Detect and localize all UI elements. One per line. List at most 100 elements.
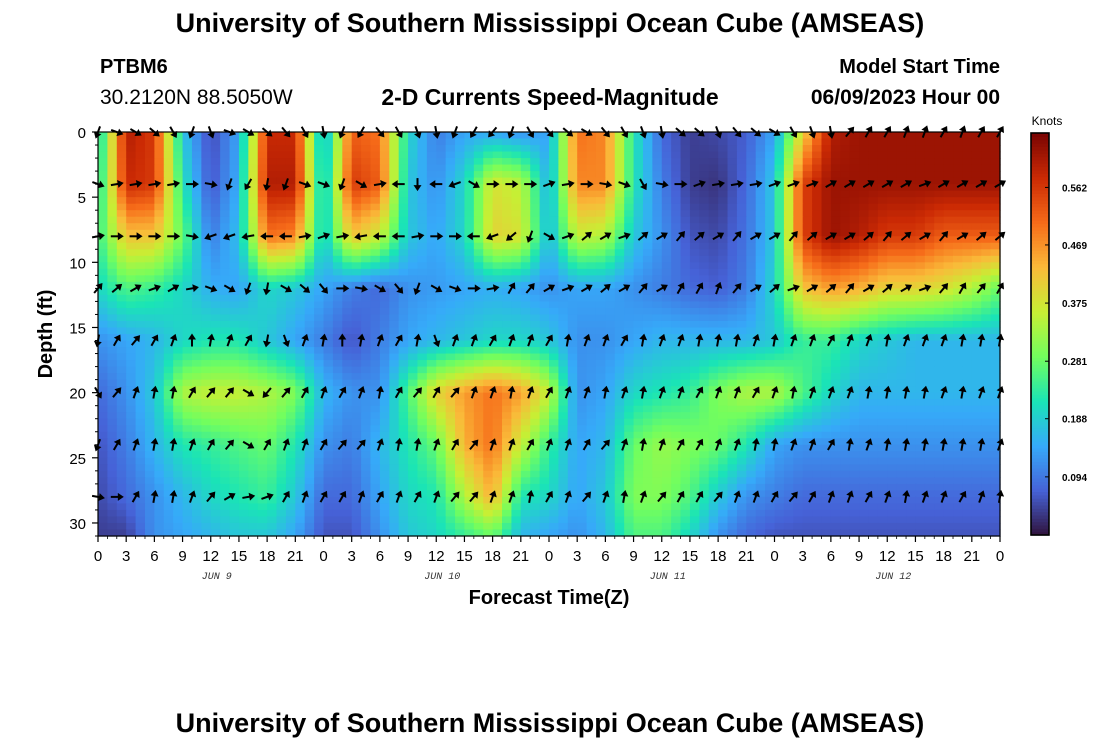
heatmap-cell bbox=[812, 379, 823, 387]
heatmap-cell bbox=[426, 268, 437, 276]
heatmap-cell bbox=[567, 366, 578, 374]
heatmap-cell bbox=[455, 177, 466, 185]
heatmap-cell bbox=[840, 320, 851, 329]
heatmap-cell bbox=[417, 216, 428, 224]
heatmap-cell bbox=[257, 281, 268, 289]
heatmap-cell bbox=[276, 223, 287, 231]
heatmap-cell bbox=[661, 418, 672, 426]
heatmap-cell bbox=[445, 314, 456, 322]
heatmap-cell bbox=[408, 347, 419, 355]
heatmap-cell bbox=[793, 242, 804, 250]
heatmap-cell bbox=[924, 197, 935, 205]
heatmap-cell bbox=[426, 457, 437, 465]
heatmap-cell bbox=[144, 412, 155, 420]
heatmap-cell bbox=[408, 379, 419, 387]
heatmap-cell bbox=[492, 281, 503, 289]
heatmap-cell bbox=[812, 255, 823, 263]
heatmap-cell bbox=[295, 210, 306, 218]
heatmap-cell bbox=[680, 216, 691, 224]
heatmap-cell bbox=[840, 255, 851, 263]
heatmap-cell bbox=[445, 405, 456, 413]
heatmap-cell bbox=[746, 138, 757, 146]
heatmap-cell bbox=[116, 418, 127, 426]
heatmap-cell bbox=[398, 132, 409, 140]
heatmap-cell bbox=[135, 379, 146, 387]
heatmap-cell bbox=[877, 353, 888, 361]
heatmap-cell bbox=[661, 327, 672, 335]
heatmap-cell bbox=[830, 353, 841, 361]
heatmap-cell bbox=[502, 145, 513, 153]
heatmap-cell bbox=[567, 379, 578, 387]
heatmap-cell bbox=[830, 158, 841, 166]
heatmap-cell bbox=[257, 197, 268, 205]
heatmap-cell bbox=[746, 145, 757, 153]
heatmap-cell bbox=[924, 366, 935, 374]
heatmap-cell bbox=[877, 242, 888, 250]
heatmap-cell bbox=[671, 320, 682, 329]
heatmap-cell bbox=[285, 334, 296, 342]
heatmap-cell bbox=[915, 294, 926, 303]
heatmap-cell bbox=[304, 262, 315, 270]
heatmap-cell bbox=[859, 301, 870, 309]
heatmap-cell bbox=[558, 457, 569, 465]
heatmap-cell bbox=[116, 184, 127, 192]
heatmap-cell bbox=[276, 249, 287, 257]
heatmap-cell bbox=[896, 275, 907, 283]
heatmap-cell bbox=[934, 418, 945, 426]
heatmap-cell bbox=[802, 360, 813, 368]
heatmap-cell bbox=[877, 340, 888, 348]
heatmap-cell bbox=[736, 151, 747, 159]
heatmap-cell bbox=[680, 197, 691, 205]
heatmap-cell bbox=[210, 236, 221, 244]
heatmap-cell bbox=[144, 320, 155, 329]
heatmap-cell bbox=[990, 138, 1001, 146]
heatmap-cell bbox=[633, 281, 644, 289]
heatmap-cell bbox=[567, 464, 578, 472]
heatmap-cell bbox=[934, 164, 945, 172]
heatmap-cell bbox=[107, 216, 118, 224]
heatmap-cell bbox=[586, 399, 597, 407]
heatmap-cell bbox=[473, 444, 484, 452]
heatmap-cell bbox=[943, 294, 954, 303]
heatmap-cell bbox=[755, 164, 766, 172]
heatmap-cell bbox=[267, 314, 278, 322]
heatmap-cell bbox=[342, 392, 353, 400]
heatmap-cell bbox=[285, 158, 296, 166]
heatmap-cell bbox=[595, 184, 606, 192]
heatmap-cell bbox=[436, 431, 447, 439]
heatmap-cell bbox=[736, 327, 747, 335]
heatmap-cell bbox=[765, 457, 776, 465]
heatmap-cell bbox=[830, 327, 841, 335]
heatmap-cell bbox=[314, 307, 325, 316]
heatmap-cell bbox=[595, 249, 606, 257]
heatmap-cell bbox=[549, 379, 559, 387]
heatmap-cell bbox=[605, 171, 616, 179]
heatmap-cell bbox=[699, 197, 710, 205]
heatmap-cell bbox=[727, 320, 738, 329]
heatmap-cell bbox=[276, 190, 287, 198]
heatmap-cell bbox=[981, 373, 992, 381]
heatmap-cell bbox=[774, 210, 785, 218]
heatmap-cell bbox=[746, 334, 757, 342]
heatmap-cell bbox=[210, 438, 221, 446]
heatmap-cell bbox=[210, 444, 221, 452]
heatmap-cell bbox=[671, 392, 682, 400]
heatmap-cell bbox=[990, 360, 1001, 368]
heatmap-cell bbox=[953, 353, 964, 361]
heatmap-cell bbox=[990, 190, 1001, 198]
heatmap-cell bbox=[98, 418, 108, 426]
heatmap-cell bbox=[417, 158, 428, 166]
heatmap-cell bbox=[210, 203, 221, 211]
heatmap-cell bbox=[953, 171, 964, 179]
heatmap-cell bbox=[304, 412, 315, 420]
heatmap-cell bbox=[821, 386, 832, 394]
heatmap-cell bbox=[135, 210, 146, 218]
heatmap-cell bbox=[633, 229, 644, 237]
heatmap-cell bbox=[915, 366, 926, 374]
heatmap-cell bbox=[868, 327, 879, 335]
heatmap-cell bbox=[868, 314, 879, 322]
heatmap-cell bbox=[154, 171, 165, 179]
heatmap-cell bbox=[793, 294, 804, 303]
heatmap-cell bbox=[351, 425, 362, 433]
heatmap-cell bbox=[248, 288, 259, 296]
